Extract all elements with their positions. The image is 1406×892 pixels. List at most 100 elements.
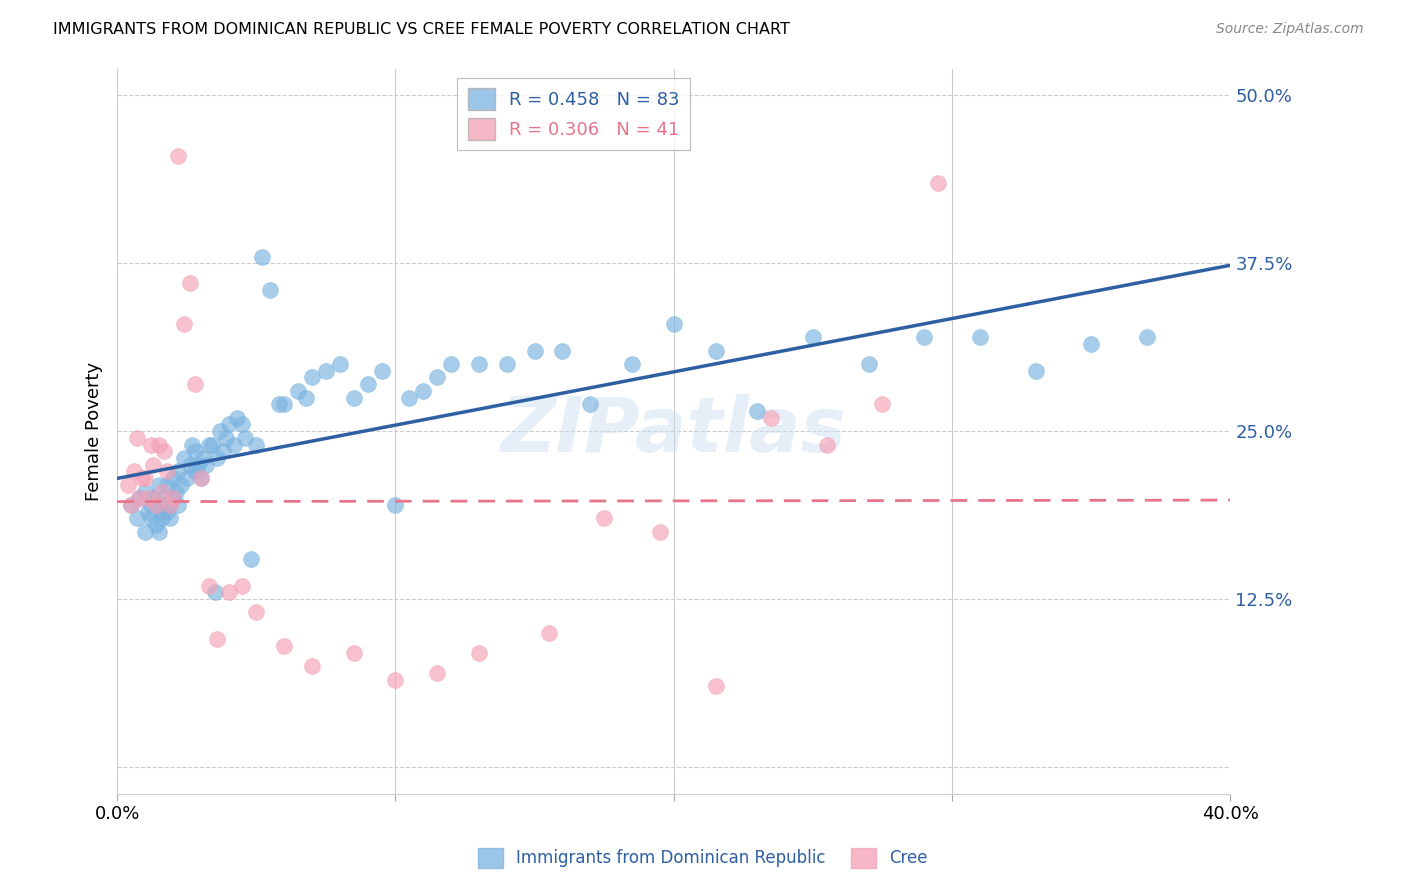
Point: [165, 484, 187, 499]
Point: [621, 357, 644, 371]
Point: [239, 551, 262, 566]
Text: ZIPatlas: ZIPatlas: [501, 394, 846, 468]
Point: [295, 391, 318, 405]
Point: [315, 364, 337, 378]
Point: [128, 491, 150, 506]
Point: [201, 437, 224, 451]
Point: [134, 471, 156, 485]
Point: [245, 437, 267, 451]
Point: [343, 646, 366, 660]
Point: [551, 343, 574, 358]
Point: [150, 511, 173, 525]
Y-axis label: Female Poverty: Female Poverty: [86, 361, 103, 500]
Point: [150, 484, 173, 499]
Point: [136, 491, 159, 506]
Point: [301, 659, 323, 673]
Point: [156, 464, 179, 478]
Point: [184, 464, 207, 478]
Point: [173, 317, 195, 331]
Point: [167, 464, 190, 478]
Point: [301, 370, 323, 384]
Point: [1080, 336, 1102, 351]
Point: [662, 317, 685, 331]
Point: [184, 377, 207, 392]
Point: [218, 585, 240, 599]
Point: [537, 625, 560, 640]
Point: [468, 646, 491, 660]
Point: [218, 417, 240, 432]
Point: [128, 491, 150, 506]
Point: [704, 679, 727, 693]
Legend: R = 0.458   N = 83, R = 0.306   N = 41: R = 0.458 N = 83, R = 0.306 N = 41: [457, 78, 690, 151]
Point: [523, 343, 546, 358]
Point: [142, 458, 165, 472]
Point: [120, 498, 142, 512]
Point: [159, 511, 181, 525]
Point: [184, 444, 207, 458]
Point: [384, 498, 406, 512]
Point: [245, 606, 267, 620]
Point: [170, 478, 193, 492]
Point: [131, 471, 153, 485]
Point: [250, 250, 273, 264]
Point: [125, 431, 148, 445]
Point: [648, 524, 671, 539]
Point: [148, 437, 170, 451]
Point: [145, 518, 167, 533]
Point: [287, 384, 309, 398]
Point: [231, 417, 253, 432]
Point: [579, 397, 602, 411]
Point: [159, 498, 181, 512]
Point: [198, 578, 221, 592]
Point: [759, 410, 782, 425]
Point: [412, 384, 434, 398]
Point: [273, 639, 295, 653]
Point: [747, 404, 769, 418]
Point: [207, 632, 229, 647]
Point: [153, 491, 176, 506]
Point: [156, 478, 179, 492]
Point: [134, 524, 156, 539]
Point: [167, 149, 190, 163]
Point: [259, 283, 281, 297]
Point: [195, 458, 218, 472]
Point: [912, 330, 935, 344]
Point: [384, 673, 406, 687]
Point: [150, 505, 173, 519]
Point: [356, 377, 378, 392]
Point: [148, 524, 170, 539]
Point: [426, 665, 449, 680]
Point: [267, 397, 290, 411]
Point: [153, 498, 176, 512]
Point: [1136, 330, 1159, 344]
Point: [207, 450, 229, 465]
Point: [173, 450, 195, 465]
Point: [120, 498, 142, 512]
Point: [190, 471, 212, 485]
Point: [136, 505, 159, 519]
Point: [190, 471, 212, 485]
Point: [343, 391, 366, 405]
Point: [858, 357, 880, 371]
Point: [122, 464, 145, 478]
Point: [117, 478, 139, 492]
Point: [872, 397, 894, 411]
Point: [142, 491, 165, 506]
Point: [426, 370, 449, 384]
Point: [222, 437, 245, 451]
Point: [162, 491, 184, 506]
Point: [233, 431, 256, 445]
Point: [134, 484, 156, 499]
Point: [139, 511, 162, 525]
Text: Source: ZipAtlas.com: Source: ZipAtlas.com: [1216, 22, 1364, 37]
Point: [139, 498, 162, 512]
Point: [193, 450, 215, 465]
Point: [225, 410, 247, 425]
Point: [145, 498, 167, 512]
Point: [212, 444, 235, 458]
Point: [468, 357, 491, 371]
Point: [167, 498, 190, 512]
Point: [176, 471, 198, 485]
Point: [159, 498, 181, 512]
Point: [187, 458, 209, 472]
